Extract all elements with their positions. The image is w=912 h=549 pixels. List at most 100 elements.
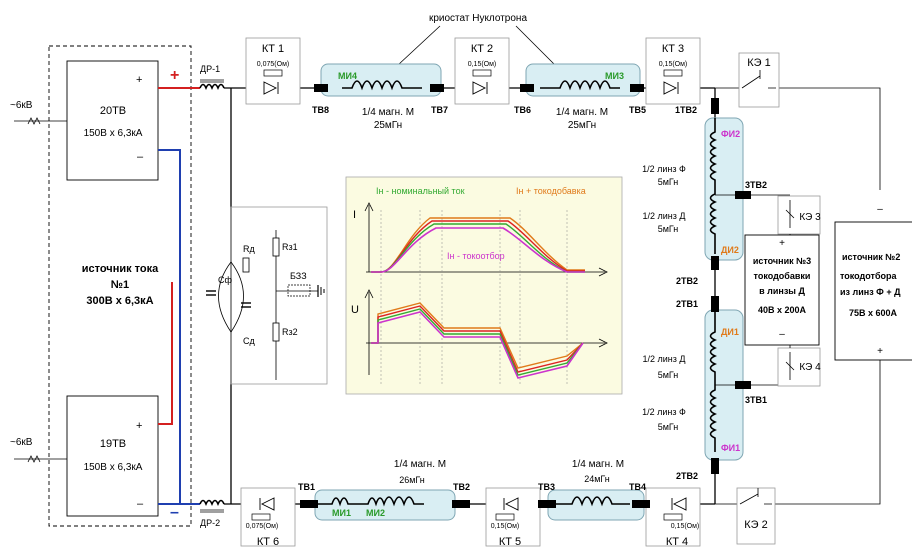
- supply-bottom-label: ~6кВ: [10, 437, 33, 448]
- resistor-rz2: [272, 322, 280, 342]
- kt5-resistor: [495, 513, 515, 521]
- graph-axis-u: U: [351, 304, 359, 316]
- unit-19tv-rating: 150В х 6,3кА: [84, 462, 143, 473]
- tv6-block: [520, 84, 534, 92]
- source3-line2: токодобавки: [754, 271, 811, 281]
- magnet-mi1-tag: МИ1: [332, 508, 351, 518]
- ke4-label: КЭ 4: [799, 362, 821, 373]
- lens-l2-label: 1/2 линз Д: [643, 211, 686, 221]
- magnet-mi4-value: 25мГн: [374, 120, 402, 131]
- ground-icon: [317, 285, 325, 297]
- term-2tv2b-block: [711, 458, 719, 474]
- unit-19tv-plus: +: [136, 420, 142, 432]
- tv8-block: [314, 84, 328, 92]
- source1-title: источник тока: [82, 263, 159, 275]
- ke2-switch-icon: [739, 488, 772, 505]
- kt5-name: КТ 5: [499, 536, 521, 548]
- graph-axis-i: I: [353, 209, 356, 221]
- choke-dr2: [199, 499, 225, 513]
- source1-rating: 300В х 6,3кА: [86, 295, 153, 307]
- outer-plus: +: [170, 67, 179, 84]
- ke2-box: [736, 487, 776, 545]
- rd-label: Rд: [243, 244, 255, 254]
- ke1-label: КЭ 1: [747, 57, 771, 69]
- unit-20tv-rating: 150В х 6,3кА: [84, 128, 143, 139]
- graph-i-axis: [364, 202, 374, 272]
- bzz-box: [287, 284, 311, 297]
- graph-panel: [345, 176, 623, 395]
- unit-19tv: [66, 395, 159, 517]
- protection-box: [230, 206, 328, 385]
- lens-l1-value: 5мГн: [658, 177, 679, 187]
- source3-plus: +: [779, 238, 785, 249]
- protection-loop: [218, 261, 244, 333]
- capacitor-cd: [241, 302, 251, 308]
- magnet-bottom-left-value: 26мГн: [399, 475, 425, 485]
- magnet-mi3-label: 1/4 магн. М: [556, 107, 608, 118]
- source2-line1: источник №2: [842, 252, 900, 262]
- source2-line2: токодотбора: [840, 271, 897, 281]
- graph-legend-add: Iн + токодобавка: [516, 186, 586, 196]
- bzz-label: БЗЗ: [290, 271, 307, 281]
- magnet-bottom-left-label: 1/4 магн. М: [394, 459, 446, 470]
- unit-19tv-minus: –: [137, 498, 144, 510]
- outer-minus: –: [170, 504, 179, 521]
- magnet-mi3-tag: МИ3: [605, 71, 624, 81]
- tv2-block: [452, 500, 470, 508]
- terminal-tv2: ТВ2: [453, 482, 470, 492]
- kt2-value: 0,15(Ом): [468, 61, 497, 68]
- term-1tv2-block: [711, 98, 719, 114]
- graph-i-curve-sub: [371, 227, 585, 273]
- cryostat-pointer-right: [515, 25, 556, 66]
- plus-wire-link: [158, 282, 173, 425]
- kt3-resistor: [663, 69, 683, 77]
- source3-line3: в линзы Д: [759, 286, 805, 296]
- graph-legend-sub: Iн - токоотбор: [447, 251, 505, 261]
- term-2tv1-block: [711, 296, 719, 312]
- source2-plus: +: [877, 346, 883, 357]
- magnet-bottom-right: [547, 489, 645, 521]
- magnet-mi4-coil: [342, 80, 422, 91]
- terminal-tv1: ТВ1: [298, 482, 315, 492]
- terminal-2tv2: 2ТВ2: [676, 276, 698, 286]
- tv3-block: [538, 500, 556, 508]
- unit-20tv-plus: +: [136, 74, 142, 86]
- kt3-name: КТ 3: [662, 43, 684, 55]
- terminal-2tv1: 2ТВ1: [676, 299, 698, 309]
- source2-minus: –: [877, 204, 883, 215]
- lens-l1-label: 1/2 линз Ф: [642, 164, 686, 174]
- lens-l4-label: 1/2 линз Ф: [642, 407, 686, 417]
- terminal-3tv1: 3ТВ1: [745, 395, 767, 405]
- resistor-rd: [242, 257, 250, 273]
- term-2tv2-block: [711, 256, 719, 270]
- source2-line4: 75В х 600А: [849, 308, 898, 318]
- ke4-switch-icon: [785, 352, 795, 380]
- lens-di2-tag: ДИ2: [721, 245, 739, 255]
- lens-fi1-tag: ФИ1: [721, 443, 740, 453]
- kt2-resistor: [472, 69, 492, 77]
- kt3-value: 0,15(Ом): [659, 61, 688, 68]
- magnet-mi2-tag: МИ2: [366, 508, 385, 518]
- choke-dr1: [199, 79, 225, 91]
- terminal-3tv2: 3ТВ2: [745, 180, 767, 190]
- lens-upper: [704, 117, 744, 261]
- terminal-tv6: ТВ6: [514, 105, 531, 115]
- kt6-name: КТ 6: [257, 536, 279, 548]
- cryostat-title: криостат Нуклотрона: [429, 13, 527, 24]
- capacitor-cf: [206, 290, 216, 296]
- kt4-value: 0,15(Ом): [671, 523, 700, 530]
- terminal-tv8: ТВ8: [312, 105, 329, 115]
- lens-l4-value: 5мГн: [658, 422, 679, 432]
- terminal-2tv2-bottom: 2ТВ2: [676, 471, 698, 481]
- tap-3tv1-block: [735, 381, 751, 389]
- kt2-diode-icon: [472, 81, 488, 95]
- source3-line1: источник №3: [753, 256, 811, 266]
- source3-box: [744, 234, 820, 346]
- tv4-block: [632, 500, 650, 508]
- terminal-1tv2: 1ТВ2: [675, 105, 697, 115]
- source1-enclosure: [48, 45, 192, 527]
- cryostat-pointer-left: [397, 25, 441, 66]
- lens-di1-tag: ДИ1: [721, 327, 739, 337]
- kt1-diode-icon: [263, 81, 279, 95]
